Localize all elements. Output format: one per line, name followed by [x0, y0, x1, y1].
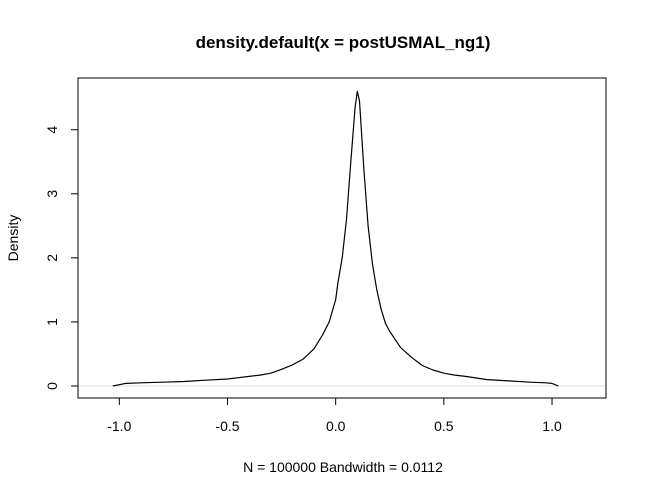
x-axis-label: N = 100000 Bandwidth = 0.0112	[243, 459, 443, 475]
x-tick-label: -0.5	[215, 418, 239, 434]
y-axis-label: Density	[5, 215, 21, 262]
x-tick-label: 0.0	[326, 418, 346, 434]
density-curve	[112, 90, 559, 387]
y-tick-label: 2	[44, 254, 60, 262]
y-tick-label: 0	[44, 382, 60, 390]
x-tick-label: -1.0	[107, 418, 131, 434]
y-tick-label: 1	[44, 318, 60, 326]
y-tick-label: 4	[44, 126, 60, 134]
x-tick-label: 0.5	[434, 418, 454, 434]
plot-frame	[77, 77, 607, 399]
plot-layer: -1.0 -0.5 0.0 0.5 1.0 0 1 2 3 4	[44, 90, 605, 434]
y-tick-label: 3	[44, 190, 60, 198]
chart-title: density.default(x = postUSMAL_ng1)	[196, 33, 491, 52]
x-tick-label: 1.0	[542, 418, 562, 434]
